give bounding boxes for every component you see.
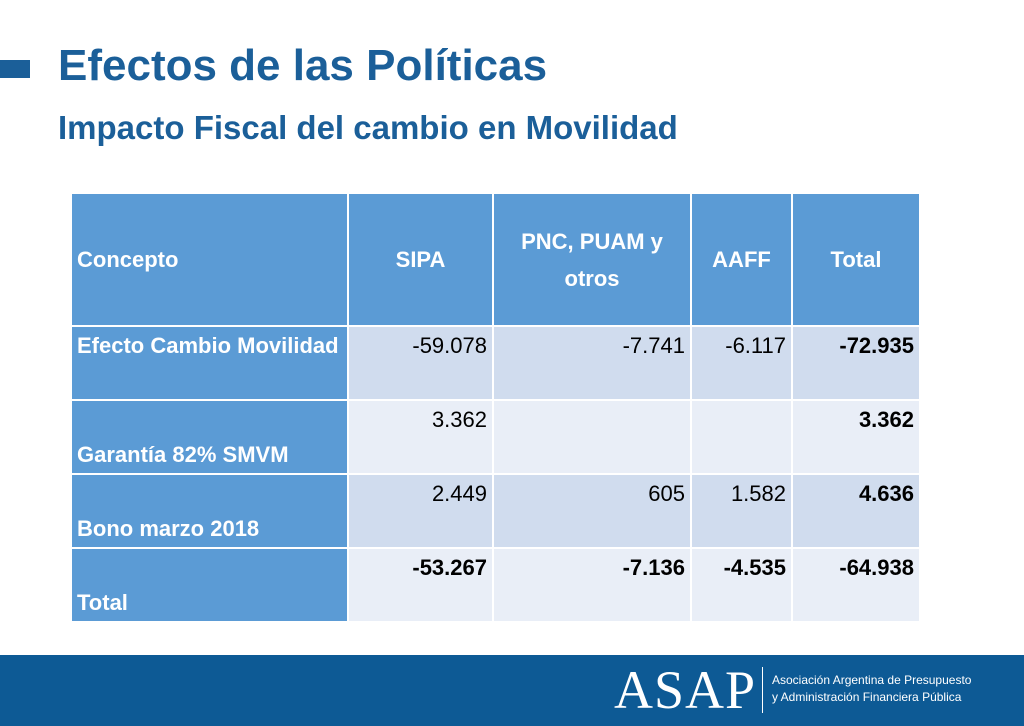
cell-sipa: 2.449 xyxy=(347,473,494,549)
cell-total: -64.938 xyxy=(791,547,921,623)
table-header-row: Concepto SIPA PNC, PUAM y otros AAFF Tot… xyxy=(70,192,921,327)
footer-bar: ASAP Asociación Argentina de Presupuesto… xyxy=(0,655,1024,726)
header-concepto: Concepto xyxy=(70,192,349,327)
organization-name: Asociación Argentina de Presupuesto y Ad… xyxy=(772,672,971,706)
cell-pnc xyxy=(492,399,692,475)
cell-total: -72.935 xyxy=(791,325,921,401)
cell-total: 4.636 xyxy=(791,473,921,549)
row-label: Total xyxy=(70,547,349,623)
slide-title: Efectos de las Políticas xyxy=(58,41,548,90)
cell-sipa: -59.078 xyxy=(347,325,494,401)
table-row: Efecto Cambio Movilidad -59.078 -7.741 -… xyxy=(70,325,921,401)
title-accent-bar xyxy=(0,60,30,78)
cell-pnc: 605 xyxy=(492,473,692,549)
cell-aaff: -6.117 xyxy=(690,325,793,401)
cell-sipa: 3.362 xyxy=(347,399,494,475)
asap-logo: ASAP xyxy=(614,660,757,720)
table-row-total: Total -53.267 -7.136 -4.535 -64.938 xyxy=(70,547,921,623)
cell-total: 3.362 xyxy=(791,399,921,475)
cell-pnc: -7.741 xyxy=(492,325,692,401)
row-label: Efecto Cambio Movilidad xyxy=(70,325,349,401)
cell-aaff xyxy=(690,399,793,475)
fiscal-impact-table: Concepto SIPA PNC, PUAM y otros AAFF Tot… xyxy=(70,192,921,623)
header-pnc: PNC, PUAM y otros xyxy=(492,192,692,327)
row-label: Bono marzo 2018 xyxy=(70,473,349,549)
table-row: Bono marzo 2018 2.449 605 1.582 4.636 xyxy=(70,473,921,549)
logo-divider xyxy=(762,667,763,713)
header-aaff: AAFF xyxy=(690,192,793,327)
row-label: Garantía 82% SMVM xyxy=(70,399,349,475)
slide-subtitle: Impacto Fiscal del cambio en Movilidad xyxy=(58,109,678,146)
cell-pnc: -7.136 xyxy=(492,547,692,623)
cell-aaff: -4.535 xyxy=(690,547,793,623)
header-sipa: SIPA xyxy=(347,192,494,327)
org-name-line2: y Administración Financiera Pública xyxy=(772,690,962,704)
cell-aaff: 1.582 xyxy=(690,473,793,549)
table-row: Garantía 82% SMVM 3.362 3.362 xyxy=(70,399,921,475)
header-total: Total xyxy=(791,192,921,327)
cell-sipa: -53.267 xyxy=(347,547,494,623)
org-name-line1: Asociación Argentina de Presupuesto xyxy=(772,673,972,687)
